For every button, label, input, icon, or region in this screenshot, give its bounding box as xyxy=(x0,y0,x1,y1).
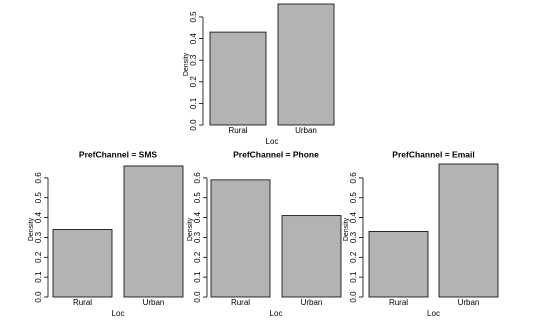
y-tick-label: 0.0 xyxy=(349,291,358,303)
y-tick-label: 0.4 xyxy=(34,211,43,223)
x-tick-label: Rural xyxy=(231,298,250,307)
y-tick-label: 0.6 xyxy=(349,172,358,184)
y-tick-label: 0.4 xyxy=(193,211,202,223)
bar xyxy=(52,229,113,298)
y-tick-label: 0.1 xyxy=(189,97,198,109)
bar xyxy=(281,215,342,298)
bar xyxy=(438,163,499,298)
panel-title: PrefChannel = SMS xyxy=(79,149,158,159)
bar xyxy=(209,31,267,126)
bar xyxy=(210,179,271,298)
y-tick-label: 0.5 xyxy=(193,192,202,204)
x-tick-label: Rural xyxy=(389,298,408,307)
y-tick-label: 0.1 xyxy=(349,271,358,283)
y-tick-label: 0.4 xyxy=(189,32,198,44)
y-tick-label: 0.6 xyxy=(34,172,43,184)
x-axis-label: Loc xyxy=(266,137,279,146)
x-tick-label: Rural xyxy=(73,298,92,307)
y-axis-label: Density xyxy=(28,217,35,241)
y-axis-label: Density xyxy=(343,217,350,241)
y-tick-label: 0.5 xyxy=(34,192,43,204)
y-axis-label: Density xyxy=(187,217,194,241)
bar xyxy=(368,231,429,298)
x-tick-label: Urban xyxy=(143,298,165,307)
x-tick-label: Urban xyxy=(301,298,323,307)
bar xyxy=(277,3,335,126)
y-tick-label: 0.2 xyxy=(193,251,202,263)
x-axis-label: Loc xyxy=(270,309,283,318)
x-tick-label: Urban xyxy=(295,126,317,135)
y-tick-label: 0.0 xyxy=(193,291,202,303)
y-tick-label: 0.5 xyxy=(349,192,358,204)
y-tick-label: 0.2 xyxy=(189,76,198,88)
x-tick-label: Urban xyxy=(458,298,480,307)
y-tick-label: 0.6 xyxy=(193,172,202,184)
y-tick-label: 0.1 xyxy=(193,271,202,283)
x-axis-label: Loc xyxy=(112,309,125,318)
y-tick-label: 0.3 xyxy=(193,231,202,243)
y-axis-label: Density xyxy=(183,52,190,76)
y-tick-label: 0.4 xyxy=(349,211,358,223)
y-tick-label: 0.3 xyxy=(34,231,43,243)
y-tick-label: 0.5 xyxy=(189,11,198,23)
y-tick-label: 0.3 xyxy=(189,54,198,66)
x-tick-label: Rural xyxy=(228,126,247,135)
y-tick-label: 0.0 xyxy=(34,291,43,303)
y-tick-label: 0.2 xyxy=(349,251,358,263)
y-tick-label: 0.0 xyxy=(189,119,198,131)
panel-title: PrefChannel = Phone xyxy=(233,149,319,159)
panel-title: PrefChannel = Email xyxy=(392,149,474,159)
y-tick-label: 0.2 xyxy=(34,251,43,263)
y-tick-label: 0.3 xyxy=(349,231,358,243)
bar xyxy=(123,165,184,298)
x-axis-label: Loc xyxy=(427,309,440,318)
y-tick-label: 0.1 xyxy=(34,271,43,283)
